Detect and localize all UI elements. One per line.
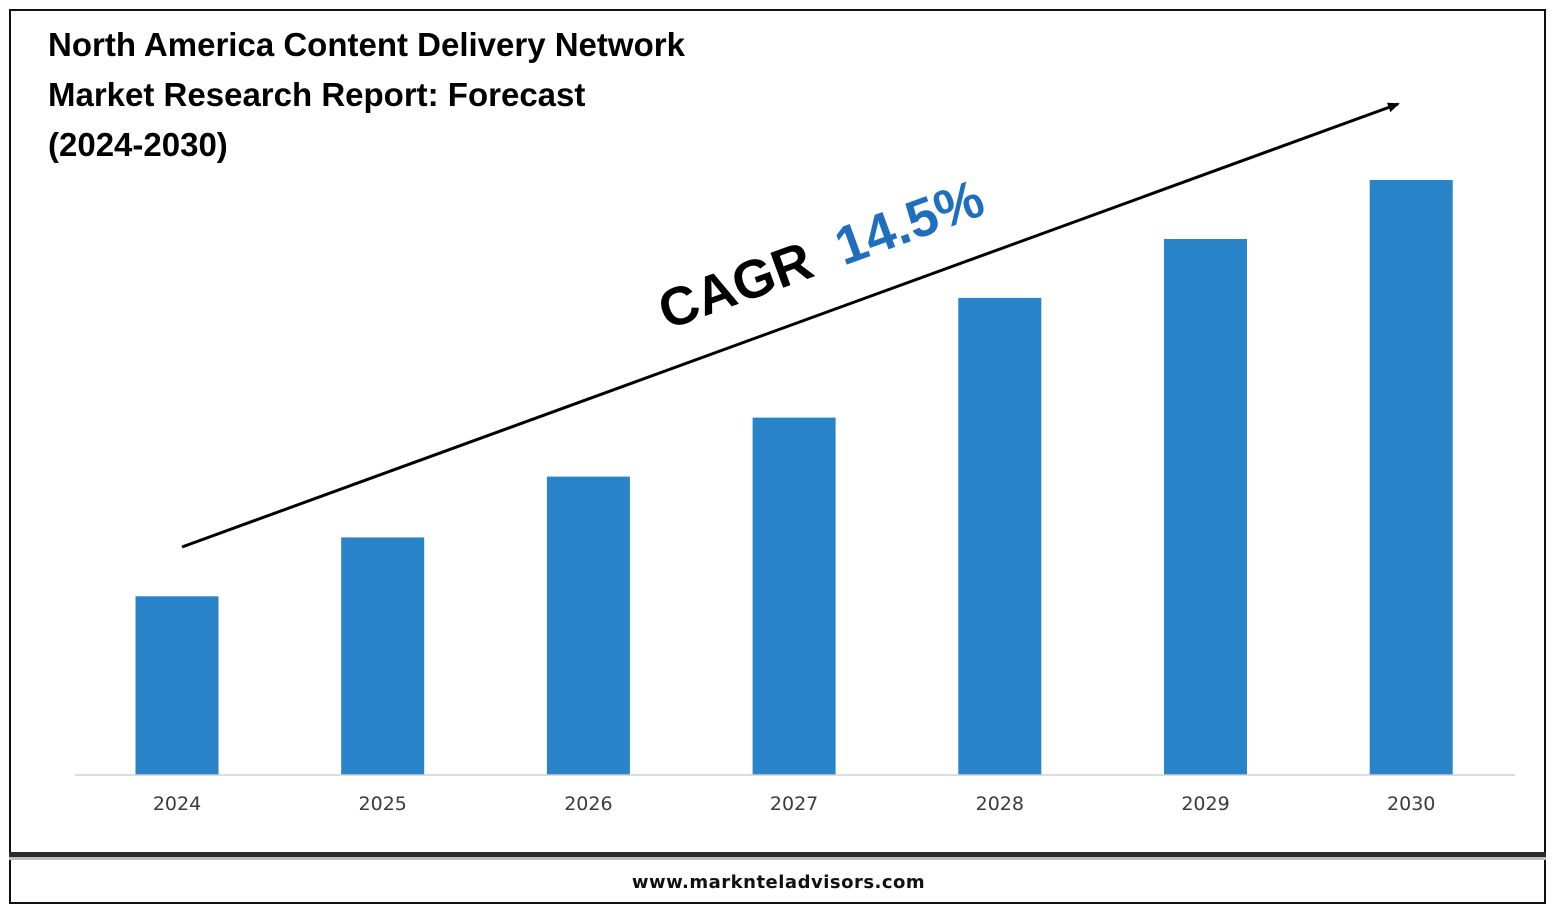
bar-2027 — [752, 417, 836, 775]
bar-2026 — [546, 476, 630, 775]
bars-group — [135, 180, 1453, 775]
x-tick-label-2028: 2028 — [976, 793, 1024, 815]
footer-website: www.marknteladvisors.com — [631, 872, 926, 893]
footer-divider-shadow — [9, 857, 1546, 860]
x-tick-label-2026: 2026 — [564, 793, 612, 815]
bar-2024 — [135, 596, 219, 775]
bar-2029 — [1164, 239, 1247, 775]
x-tick-label-2029: 2029 — [1181, 793, 1229, 815]
chart-title: North America Content Delivery Network M… — [48, 26, 685, 163]
x-tick-label-2027: 2027 — [770, 793, 818, 815]
footer-divider — [9, 852, 1546, 857]
x-tick-labels: 2024 2025 2026 2027 2028 2029 2030 — [153, 793, 1436, 815]
bar-2028 — [958, 297, 1042, 775]
bar-2025 — [341, 537, 425, 775]
x-tick-label-2030: 2030 — [1387, 793, 1435, 815]
x-tick-label-2025: 2025 — [359, 793, 407, 815]
bar-2030 — [1369, 180, 1453, 775]
growth-trend-arrow — [181, 102, 1400, 549]
x-tick-label-2024: 2024 — [153, 793, 201, 815]
